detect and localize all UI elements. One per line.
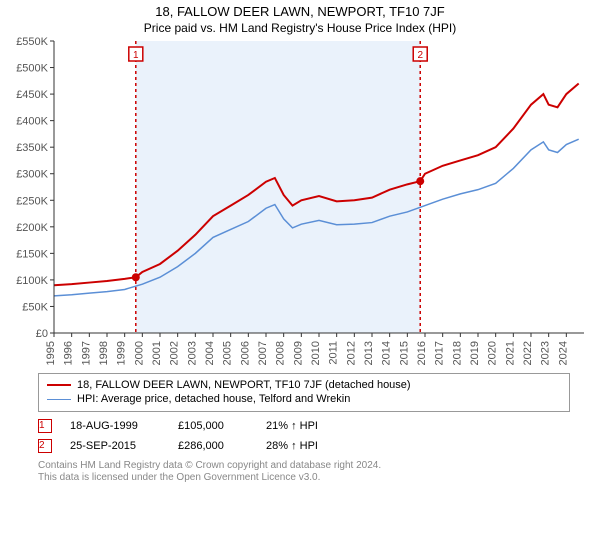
svg-text:£550K: £550K [16,37,48,48]
svg-text:2009: 2009 [292,341,304,365]
footer-line-1: Contains HM Land Registry data © Crown c… [38,460,570,473]
sale-price-2: £286,000 [178,440,248,452]
svg-text:2016: 2016 [416,341,428,365]
legend: 18, FALLOW DEER LAWN, NEWPORT, TF10 7JF … [38,373,570,412]
svg-text:£0: £0 [36,328,48,340]
svg-text:2011: 2011 [328,341,340,365]
svg-text:1996: 1996 [63,341,75,365]
page-title: 18, FALLOW DEER LAWN, NEWPORT, TF10 7JF [0,0,600,19]
svg-text:2000: 2000 [133,341,145,365]
sales-table: 1 18-AUG-1999 £105,000 21% ↑ HPI 2 25-SE… [38,416,570,456]
sale-date-1: 18-AUG-1999 [70,420,160,432]
svg-text:2013: 2013 [363,341,375,365]
svg-text:1999: 1999 [116,341,128,365]
legend-row-price: 18, FALLOW DEER LAWN, NEWPORT, TF10 7JF … [47,378,561,392]
svg-text:1995: 1995 [45,341,57,365]
svg-text:2021: 2021 [504,341,516,365]
svg-text:2010: 2010 [310,341,322,365]
svg-text:£250K: £250K [16,195,48,207]
price-chart: £0 £50K £100K £150K £200K £250K £300K £350K £400… [0,37,600,369]
svg-text:2020: 2020 [487,341,499,365]
svg-text:£150K: £150K [16,248,48,260]
svg-text:2023: 2023 [540,341,552,365]
svg-text:2001: 2001 [151,341,163,365]
legend-label-hpi: HPI: Average price, detached house, Telf… [77,392,350,406]
page-subtitle: Price paid vs. HM Land Registry's House … [0,19,600,37]
svg-text:2002: 2002 [169,341,181,365]
legend-swatch-hpi [47,399,71,400]
svg-text:2014: 2014 [381,341,393,365]
sales-row-1: 1 18-AUG-1999 £105,000 21% ↑ HPI [38,416,570,436]
svg-text:£450K: £450K [16,89,48,101]
svg-text:2006: 2006 [239,341,251,365]
svg-text:2018: 2018 [451,341,463,365]
sale-date-2: 25-SEP-2015 [70,440,160,452]
svg-text:2005: 2005 [222,341,234,365]
sale-marker-2: 2 [38,439,52,453]
svg-text:1998: 1998 [98,341,110,365]
svg-text:2015: 2015 [398,341,410,365]
sales-row-2: 2 25-SEP-2015 £286,000 28% ↑ HPI [38,436,570,456]
svg-text:£200K: £200K [16,222,48,234]
svg-text:£50K: £50K [22,301,48,313]
svg-text:1997: 1997 [80,341,92,365]
svg-text:£100K: £100K [16,275,48,287]
legend-label-price: 18, FALLOW DEER LAWN, NEWPORT, TF10 7JF … [77,378,411,392]
legend-swatch-price [47,384,71,386]
svg-text:2003: 2003 [186,341,198,365]
svg-text:£300K: £300K [16,169,48,181]
svg-text:2007: 2007 [257,341,269,365]
footer-line-2: This data is licensed under the Open Gov… [38,472,570,485]
svg-text:2019: 2019 [469,341,481,365]
svg-text:£350K: £350K [16,142,48,154]
svg-text:2022: 2022 [522,341,534,365]
svg-text:£400K: £400K [16,116,48,128]
footer: Contains HM Land Registry data © Crown c… [38,460,570,485]
sale-price-1: £105,000 [178,420,248,432]
svg-text:2024: 2024 [557,341,569,365]
svg-text:2008: 2008 [275,341,287,365]
svg-text:£500K: £500K [16,63,48,75]
sale-pct-1: 21% ↑ HPI [266,420,356,432]
svg-text:2017: 2017 [434,341,446,365]
svg-text:2: 2 [417,50,423,61]
svg-text:1: 1 [133,50,139,61]
svg-text:2012: 2012 [345,341,357,365]
legend-row-hpi: HPI: Average price, detached house, Telf… [47,392,561,406]
sale-marker-1: 1 [38,419,52,433]
sale-pct-2: 28% ↑ HPI [266,440,356,452]
svg-text:2004: 2004 [204,341,216,365]
